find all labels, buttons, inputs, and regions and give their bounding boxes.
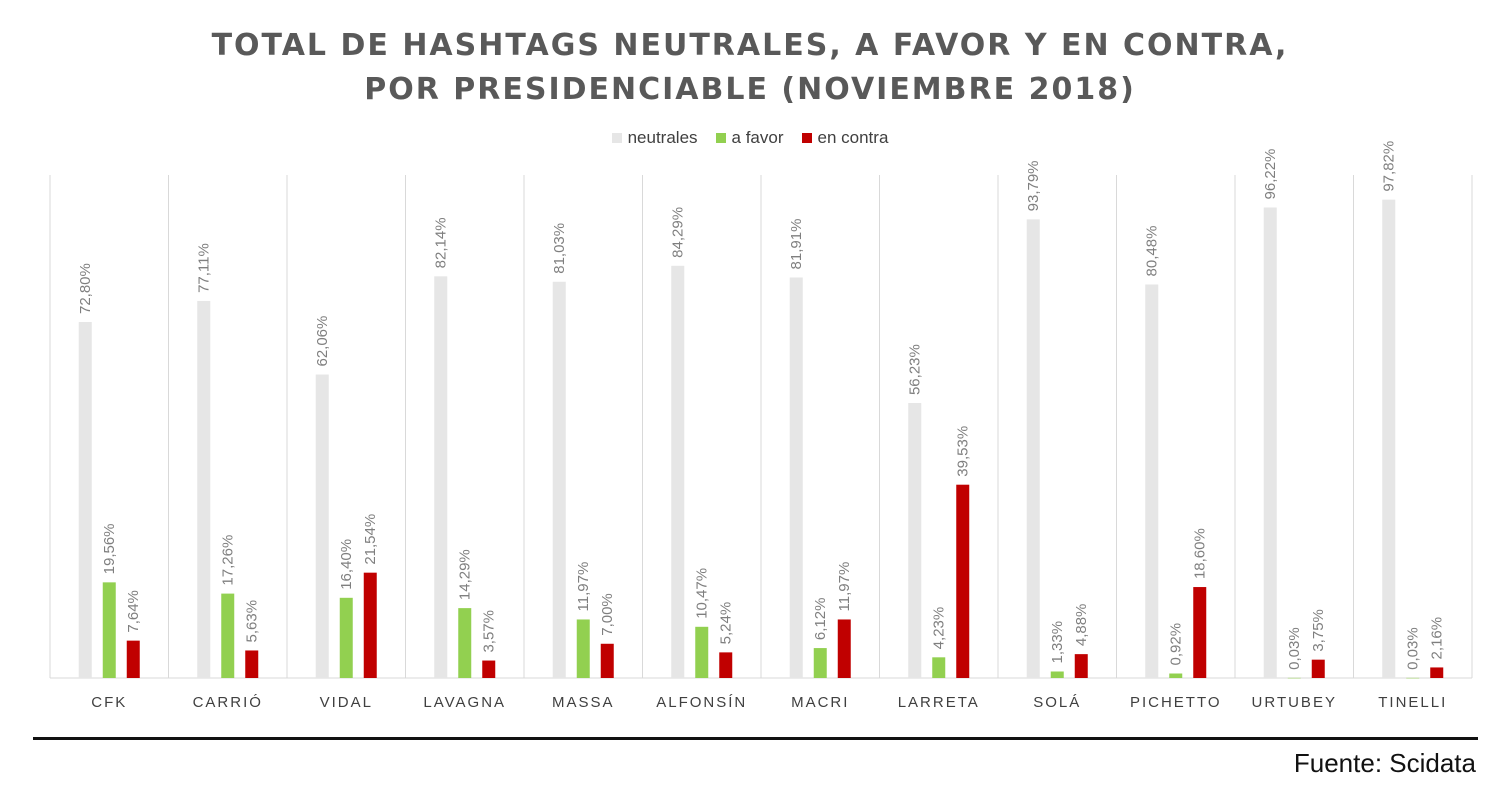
data-label-en-contra: 2,16% xyxy=(1429,617,1446,660)
bar-en-contra-carrió xyxy=(245,650,259,678)
category-label: LAVAGNA xyxy=(423,694,506,711)
bar-neutrales-massa xyxy=(552,281,566,678)
data-label-en-contra: 5,63% xyxy=(244,600,261,643)
legend-item-a-favor: a favor xyxy=(715,128,784,148)
bar-neutrales-carrió xyxy=(197,300,211,678)
data-label-a-favor: 6,12% xyxy=(812,598,829,641)
bar-a-favor-tinelli xyxy=(1406,677,1420,679)
chart-title-line-2: POR PRESIDENCIABLE (NOVIEMBRE 2018) xyxy=(364,72,1136,107)
bar-a-favor-cfk xyxy=(102,582,116,678)
bar-en-contra-tinelli xyxy=(1430,667,1444,678)
data-label-neutrales: 93,79% xyxy=(1025,160,1042,211)
bar-neutrales-macri xyxy=(789,277,803,678)
bar-neutrales-cfk xyxy=(78,322,92,678)
source-divider xyxy=(33,737,1478,740)
bar-a-favor-carrió xyxy=(221,593,235,678)
legend-item-en-contra: en contra xyxy=(801,128,889,148)
data-label-a-favor: 1,33% xyxy=(1049,621,1066,664)
data-label-en-contra: 18,60% xyxy=(1192,528,1209,579)
data-label-en-contra: 7,64% xyxy=(125,590,142,633)
category-label: URTUBEY xyxy=(1252,694,1337,711)
bar-en-contra-alfonsín xyxy=(719,652,733,678)
chart-title-line-1: TOTAL DE HASHTAGS NEUTRALES, A FAVOR Y E… xyxy=(211,28,1289,63)
data-label-en-contra: 21,54% xyxy=(362,514,379,565)
bar-en-contra-cfk xyxy=(126,640,140,678)
data-label-a-favor: 16,40% xyxy=(338,539,355,590)
category-label: CFK xyxy=(91,694,127,711)
legend-label-a-favor: a favor xyxy=(731,128,784,147)
data-label-a-favor: 10,47% xyxy=(694,568,711,619)
bar-a-favor-pichetto xyxy=(1169,673,1183,678)
data-label-neutrales: 77,11% xyxy=(196,243,213,293)
data-label-neutrales: 72,80% xyxy=(77,263,94,314)
bar-neutrales-larreta xyxy=(908,403,922,678)
data-label-en-contra: 11,97% xyxy=(836,562,853,612)
bar-neutrales-vidal xyxy=(315,374,329,678)
data-label-neutrales: 97,82% xyxy=(1381,141,1398,192)
bar-en-contra-vidal xyxy=(363,572,377,678)
data-label-a-favor: 14,29% xyxy=(457,549,474,600)
bar-en-contra-larreta xyxy=(956,484,970,678)
category-label: MACRI xyxy=(791,694,849,711)
data-label-neutrales: 96,22% xyxy=(1262,149,1279,200)
bar-en-contra-urtubey xyxy=(1311,659,1325,678)
data-label-neutrales: 81,03% xyxy=(551,223,568,274)
data-label-a-favor: 0,03% xyxy=(1405,627,1422,670)
source-note: Fuente: Scidata xyxy=(1293,748,1476,778)
data-label-neutrales: 56,23% xyxy=(907,344,924,395)
legend-swatch-a-favor xyxy=(715,133,726,143)
legend-item-neutrales: neutrales xyxy=(611,128,698,148)
bar-en-contra-macri xyxy=(837,619,851,678)
category-label: LARRETA xyxy=(898,694,980,711)
bar-a-favor-alfonsín xyxy=(695,626,709,678)
data-label-a-favor: 11,97% xyxy=(575,562,592,612)
data-label-en-contra: 3,75% xyxy=(1310,609,1327,652)
bar-en-contra-solá xyxy=(1074,654,1088,678)
category-label: VIDAL xyxy=(320,694,373,711)
legend-label-en-contra: en contra xyxy=(817,128,889,147)
bar-chart-plot: 72,80% 19,56% 7,64% CFK 77,11% 17,26% 5,63% CAR… xyxy=(49,141,1473,711)
data-label-en-contra: 5,24% xyxy=(718,602,735,645)
category-label: TINELLI xyxy=(1378,694,1447,711)
data-label-en-contra: 39,53% xyxy=(955,426,972,477)
legend-swatch-en-contra xyxy=(801,133,812,143)
bar-en-contra-pichetto xyxy=(1193,587,1207,678)
data-label-a-favor: 0,92% xyxy=(1168,623,1185,666)
data-label-neutrales: 82,14% xyxy=(433,217,450,268)
bar-a-favor-macri xyxy=(813,648,827,678)
bar-a-favor-solá xyxy=(1050,671,1064,678)
bar-en-contra-lavagna xyxy=(482,660,496,678)
data-label-en-contra: 7,00% xyxy=(599,593,616,636)
category-label: CARRIÓ xyxy=(193,694,263,711)
data-label-neutrales: 62,06% xyxy=(314,316,331,367)
category-label: MASSA xyxy=(552,694,615,711)
bar-a-favor-larreta xyxy=(932,657,946,678)
legend-swatch-neutrales xyxy=(611,133,622,143)
data-label-neutrales: 81,91% xyxy=(788,219,805,270)
data-label-neutrales: 84,29% xyxy=(670,207,687,258)
category-label: ALFONSÍN xyxy=(656,694,747,711)
bar-neutrales-pichetto xyxy=(1145,284,1159,678)
bar-a-favor-lavagna xyxy=(458,608,472,678)
bar-a-favor-vidal xyxy=(339,597,353,678)
data-label-en-contra: 4,88% xyxy=(1073,604,1090,647)
bar-neutrales-alfonsín xyxy=(671,265,685,678)
category-label: PICHETTO xyxy=(1130,694,1222,711)
data-label-a-favor: 19,56% xyxy=(101,523,118,574)
bar-en-contra-massa xyxy=(600,643,614,678)
bar-a-favor-massa xyxy=(576,619,590,678)
legend-label-neutrales: neutrales xyxy=(627,128,698,147)
data-label-a-favor: 0,03% xyxy=(1286,627,1303,670)
bar-neutrales-lavagna xyxy=(434,276,448,678)
chart-legend: neutrales a favor en contra xyxy=(0,128,1500,148)
category-label: SOLÁ xyxy=(1033,694,1081,711)
bar-neutrales-tinelli xyxy=(1382,199,1396,678)
data-label-en-contra: 3,57% xyxy=(481,610,498,653)
bar-neutrales-solá xyxy=(1026,219,1040,679)
data-label-neutrales: 80,48% xyxy=(1144,226,1161,277)
data-label-a-favor: 17,26% xyxy=(220,535,237,586)
bar-a-favor-urtubey xyxy=(1287,677,1301,679)
bar-neutrales-urtubey xyxy=(1263,207,1277,679)
data-label-a-favor: 4,23% xyxy=(931,607,948,650)
